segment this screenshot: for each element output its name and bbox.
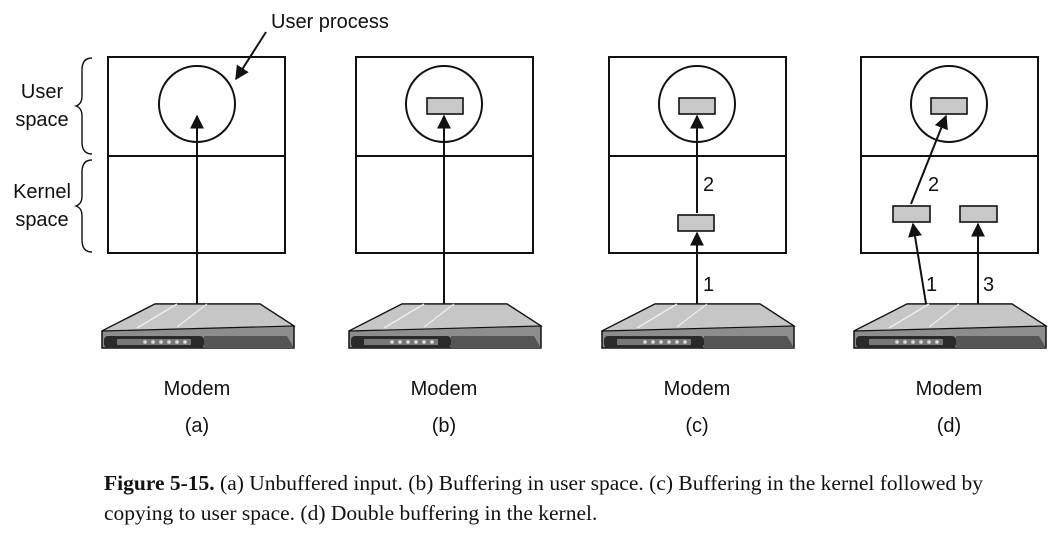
- arrow-2-label: 2: [703, 174, 714, 196]
- arrow-2-label: 2: [928, 174, 939, 196]
- io-buffering-diagram: User process User space Kernel space Mod…: [13, 11, 1047, 437]
- panel-c: 1 2 Modem (c): [601, 56, 795, 437]
- panel-tag: (d): [937, 415, 961, 437]
- modem-label: Modem: [411, 378, 478, 400]
- figure-caption: Figure 5-15. (a) Unbuffered input. (b) B…: [104, 468, 1004, 528]
- arrow-1: [908, 222, 929, 317]
- modem-icon: [348, 303, 542, 349]
- kernel-space-label-line1: Kernel: [13, 181, 71, 203]
- modem-icon: [853, 303, 1047, 349]
- modem-icon: [101, 303, 295, 349]
- user-buffer: [678, 97, 716, 115]
- arrow-3-label: 3: [983, 274, 994, 296]
- modem-label: Modem: [916, 378, 983, 400]
- user-buffer: [930, 97, 968, 115]
- modem-icon: [601, 303, 795, 349]
- panel-tag: (b): [432, 415, 456, 437]
- modem-label: Modem: [664, 378, 731, 400]
- user-space-brace: [73, 57, 93, 155]
- arrow-2: [910, 114, 948, 205]
- figure-label: Figure 5-15.: [104, 471, 215, 495]
- user-process-label: User process: [271, 11, 389, 33]
- modem-label: Modem: [164, 378, 231, 400]
- arrow-1-label: 1: [926, 274, 937, 296]
- user-buffer: [426, 97, 464, 115]
- user-space-label-line1: User: [21, 81, 64, 103]
- kernel-buffer-2: [959, 205, 998, 223]
- arrow-1-label: 1: [703, 274, 714, 296]
- kernel-space-label-line2: space: [15, 209, 68, 231]
- caption-text: (a) Unbuffered input. (b) Buffering in u…: [104, 471, 984, 525]
- user-process-pointer: [235, 31, 267, 81]
- user-space-label-line2: space: [15, 109, 68, 131]
- panel-tag: (c): [685, 415, 708, 437]
- kernel-buffer-1: [892, 205, 931, 223]
- kernel-buffer: [677, 214, 715, 232]
- panel-b: Modem (b): [348, 56, 542, 437]
- panel-tag: (a): [185, 415, 209, 437]
- user-process-circle: [910, 65, 988, 143]
- panel-a: Modem (a): [101, 56, 295, 437]
- panel-d: 1 2 3 Modem (d): [853, 56, 1047, 437]
- kernel-space-brace: [73, 159, 93, 253]
